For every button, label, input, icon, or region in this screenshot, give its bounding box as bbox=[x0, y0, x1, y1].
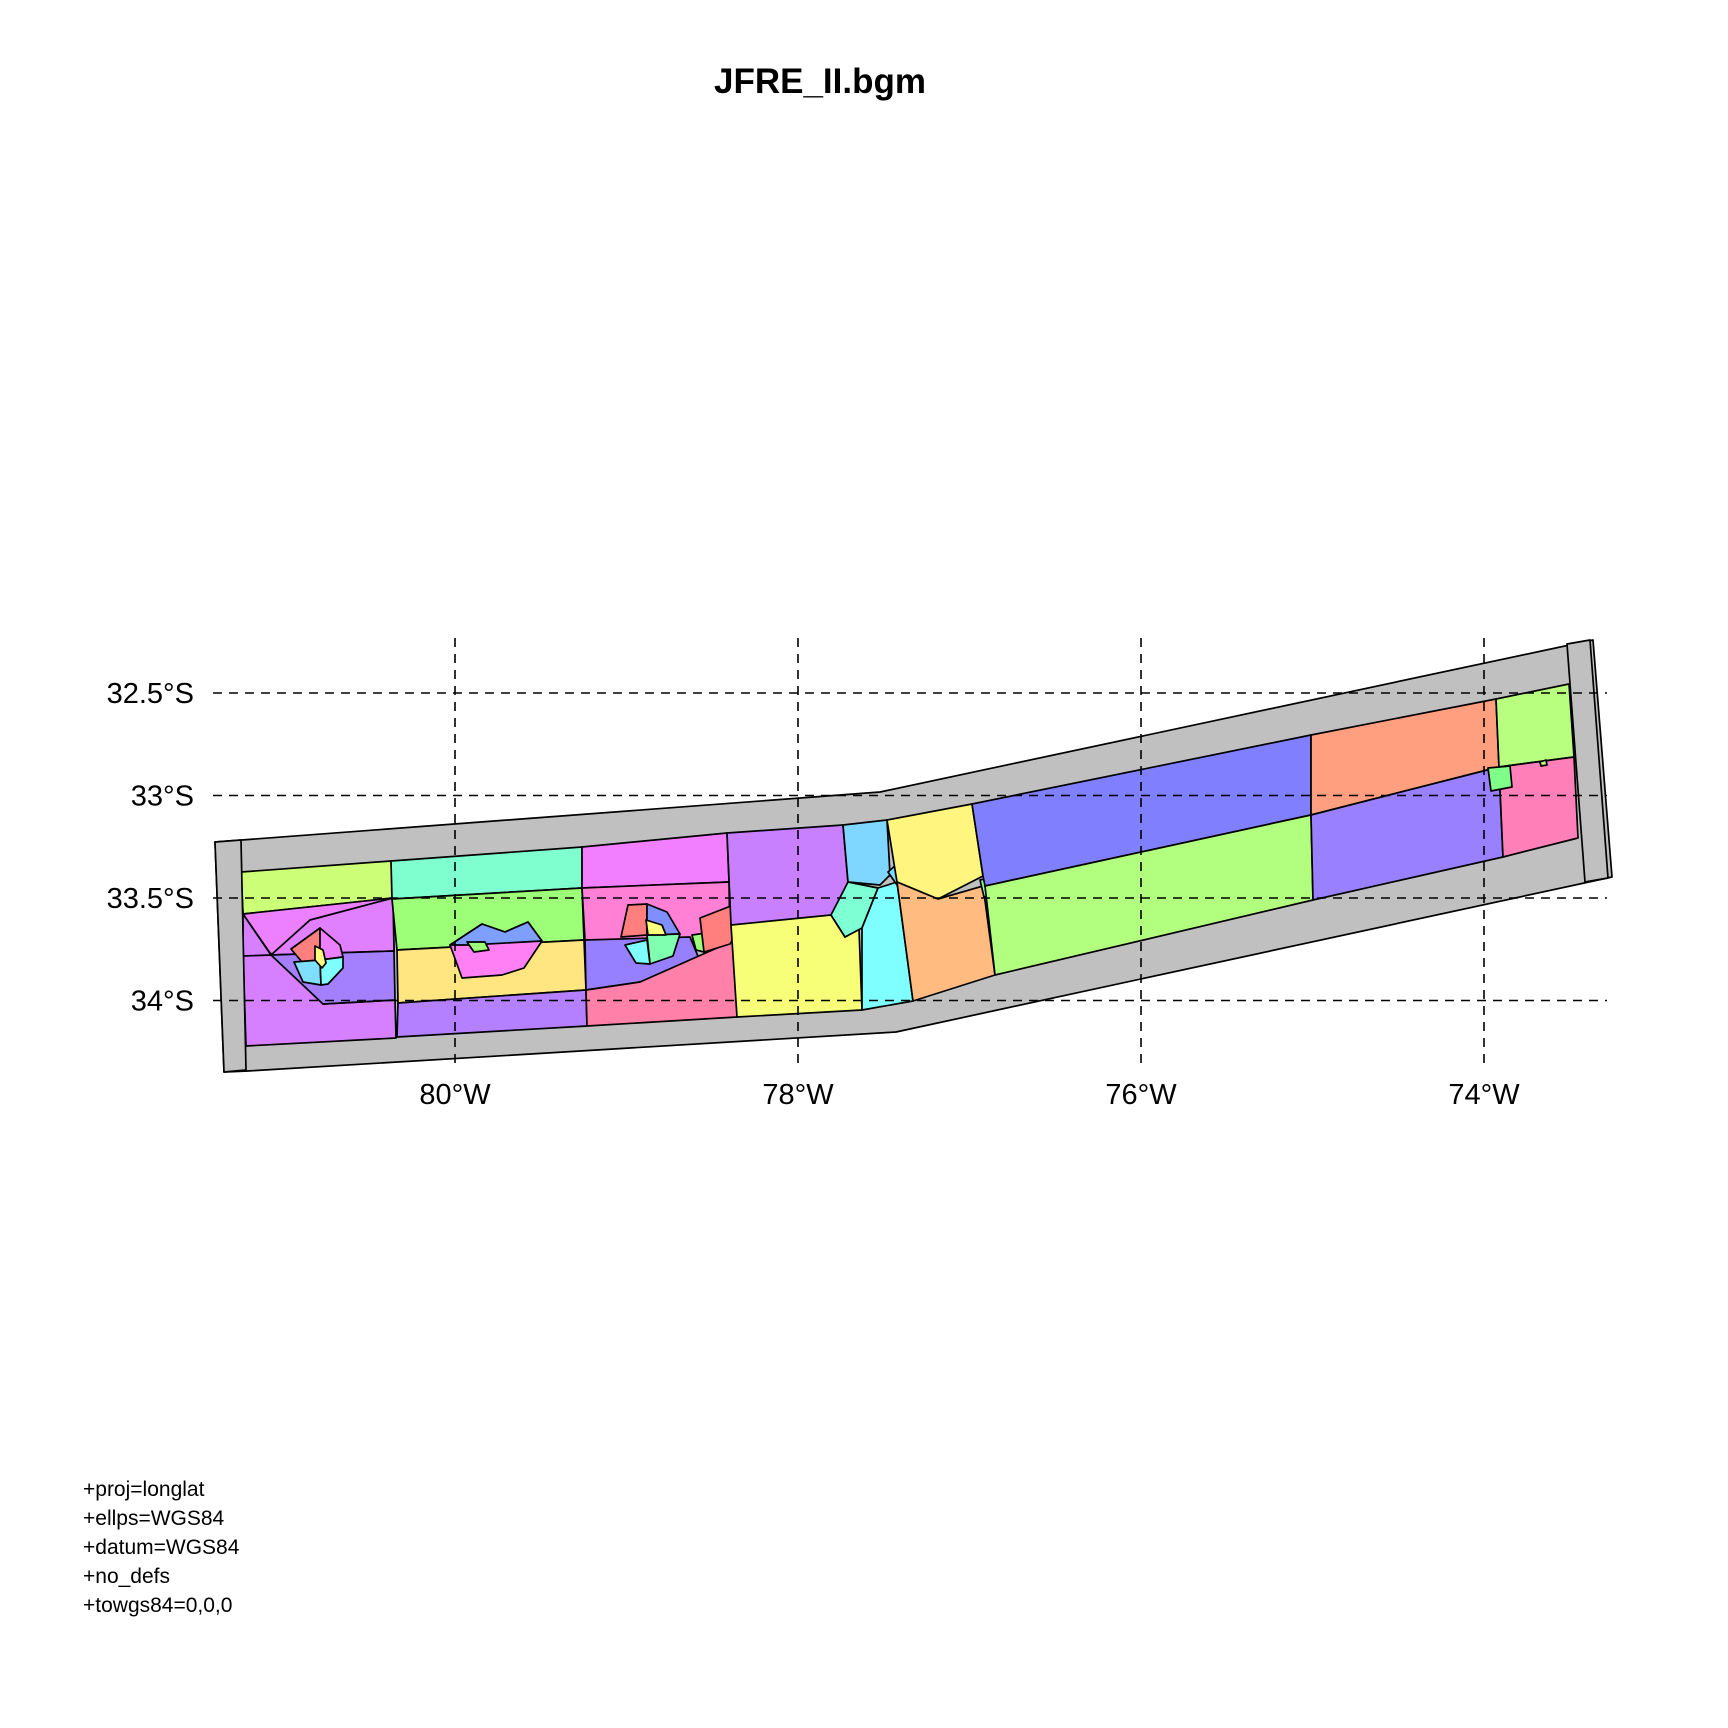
model-box bbox=[1487, 765, 1513, 792]
projection-note: +datum=WGS84 bbox=[83, 1536, 240, 1559]
model-box bbox=[1539, 759, 1548, 767]
longitude-tick-label: 76°W bbox=[1105, 1079, 1177, 1111]
model-box bbox=[842, 819, 891, 886]
latitude-tick-label: 34°S bbox=[131, 986, 194, 1018]
inner-boundary-boxes bbox=[214, 639, 1609, 1073]
model-box bbox=[466, 941, 490, 953]
model-box bbox=[896, 881, 996, 1002]
graticule bbox=[213, 638, 1607, 1070]
model-box bbox=[886, 803, 984, 900]
model-box bbox=[645, 919, 667, 936]
latitude-tick-label: 33°S bbox=[131, 781, 194, 813]
latitude-tick-label: 33.5°S bbox=[107, 883, 194, 915]
model-boxes bbox=[240, 683, 1579, 1047]
boundary-box bbox=[1566, 639, 1609, 883]
projection-note: +ellps=WGS84 bbox=[83, 1507, 225, 1530]
longitude-tick-label: 78°W bbox=[762, 1079, 834, 1111]
projection-note: +towgs84=0,0,0 bbox=[83, 1594, 233, 1617]
latitude-tick-label: 32.5°S bbox=[107, 678, 194, 710]
model-box bbox=[726, 824, 849, 926]
boundary-box bbox=[214, 839, 247, 1073]
model-box bbox=[624, 939, 651, 965]
model-box bbox=[861, 881, 914, 1011]
longitude-labels: 80°W 78°W 76°W 74°W bbox=[419, 1079, 1520, 1111]
latitude-labels: 32.5°S 33°S 33.5°S 34°S bbox=[107, 678, 194, 1018]
model-box bbox=[1495, 683, 1575, 768]
projection-notes: +proj=longlat +ellps=WGS84 +datum=WGS84 +no… bbox=[83, 1475, 239, 1620]
model-box bbox=[1498, 756, 1579, 858]
projection-note: +proj=longlat bbox=[83, 1478, 205, 1501]
model-box bbox=[314, 945, 327, 969]
longitude-tick-label: 80°W bbox=[419, 1079, 491, 1111]
longitude-tick-label: 74°W bbox=[1448, 1079, 1520, 1111]
map-title: JFRE_II.bgm bbox=[714, 62, 926, 101]
model-box bbox=[830, 881, 879, 938]
projection-note: +no_defs bbox=[83, 1565, 170, 1588]
